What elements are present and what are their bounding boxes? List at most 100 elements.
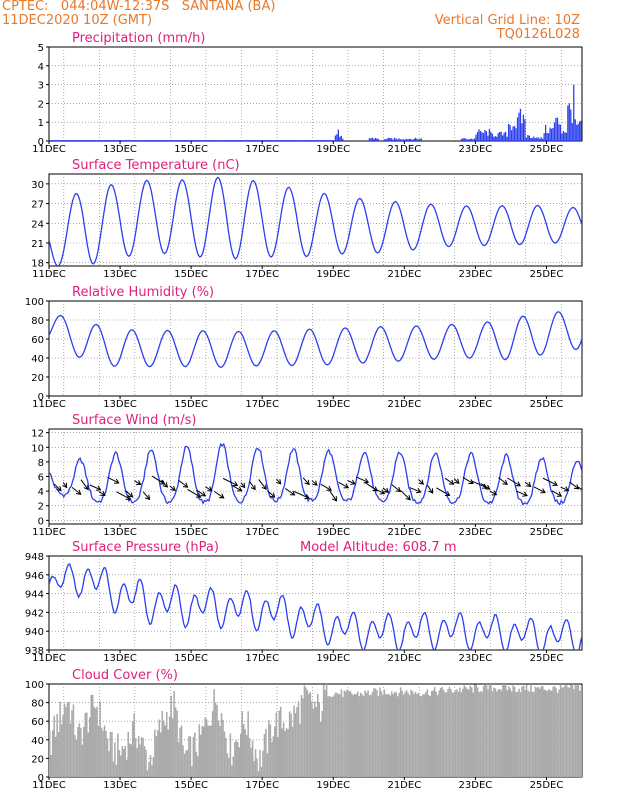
wind-arrow-head [162,482,169,488]
station-location-label: CPTEC: 044:04W-12:37S SANTANA (BA) [2,0,276,14]
precip-bar [465,138,467,141]
wind-direction-arrow [71,486,82,495]
wind-arrow-head [350,479,356,485]
precip-bar [180,140,183,141]
cloud-cover-bar [192,736,195,777]
precip-bar [567,105,569,141]
wind-direction-arrow [187,488,201,498]
cloud-cover-bar [342,697,344,777]
precip-bar [579,121,581,141]
precip-bar [154,140,156,141]
cloud-cover-bar [467,689,470,777]
press-xtick-label: 23DEC [459,653,493,664]
wind-arrow-head [250,484,256,491]
precip-ytick-label: 3 [38,81,44,92]
cloud-cover-bar [377,696,380,777]
wind-arrow-head [304,494,310,500]
rh-ytick-label: 40 [31,354,44,365]
cloud-cover-bar [333,695,335,777]
press-xtick-label: 15DEC [174,653,208,664]
cloud-cover-bar [459,687,461,777]
precip-bar [202,140,205,141]
precip-bar [136,140,138,141]
cloud-cover-bar [413,694,415,777]
precip-bar [165,140,168,141]
cloud-cover-bar [426,689,429,777]
cloud-cover-bar [340,689,343,777]
precip-bar [183,140,186,141]
precip-bar [171,140,174,141]
precip-bar [408,138,411,141]
wind-direction-arrow [391,484,401,492]
cloud-cover-bar [74,734,76,777]
precip-bar [328,140,331,141]
temp-ytick-label: 24 [31,219,44,230]
wind-arrow-head [468,479,474,485]
cloud-cover-bar [407,692,409,777]
cloud-cover-bar [547,689,550,777]
press-xtick-label: 19DEC [316,653,350,664]
precip-xtick-label: 25DEC [530,144,564,155]
wind-direction-arrow [444,477,454,485]
precip-bar [195,140,197,141]
cloud-cover-bar [260,766,263,777]
wind-direction-arrow [436,487,450,496]
cloud-cover-bar [271,741,273,777]
precip-bar [88,140,91,141]
precip-bar [197,140,199,141]
cloud-cover-bar [253,760,255,777]
precip-bar [259,140,261,141]
wind-direction-arrow [524,481,531,487]
cloud-cover-bar [513,687,516,777]
precip-bar [388,137,390,141]
precip-bar [121,140,123,141]
precip-bar [86,140,88,141]
wind-ytick-label: 10 [31,443,44,454]
wind-arrow-head [484,484,491,490]
rh-xtick-label: 13DEC [103,399,137,410]
cloud-cover-bar [402,694,405,777]
cloud-cover-bar [404,692,406,777]
cloud-cover-bar [140,737,143,777]
wind-xtick-label: 19DEC [316,527,350,538]
precip-bar [235,140,237,141]
wind-arrow-head [195,492,202,498]
wind-xtick-label: 11DEC [32,527,66,538]
precip-xtick-label: 13DEC [103,144,137,155]
wind-direction-arrow [116,491,131,500]
temp-xtick-label: 19DEC [316,269,350,280]
precip-bar [410,138,412,141]
cloud-cover-bar [106,738,109,777]
precip-bar [513,125,516,141]
cloud-cover-bar [173,691,175,777]
precip-bar [189,140,191,141]
cloud-cover-bar [475,684,477,777]
precip-bar [549,127,551,141]
precip-bar [516,117,519,141]
wind-xtick-label: 23DEC [459,527,493,538]
cloud-cover-bar [60,724,63,777]
cloud-cover-bar [491,691,494,777]
cloud-cover-bar [299,723,301,777]
precip-bar [128,140,131,141]
cloud-cover-bar [396,696,399,777]
cloud-cover-bar [356,691,359,777]
press-ytick-label: 944 [25,590,44,601]
rh-ytick-label: 80 [31,316,44,327]
precip-bar [467,139,470,141]
cloud-cover-bar [157,730,159,777]
cloud-cover-bar [115,764,118,777]
precip-bar [112,140,114,141]
precip-bar [407,139,409,141]
cloud-cover-bar [456,689,458,777]
cloud-cover-bar [216,704,218,777]
cloud-cover-bar [359,692,362,777]
cloud-cover-bar [430,691,433,777]
rh-panel: 0 20 40 60 80 100 11DEC 13DEC 15DEC 17DEC 19DEC 21D… [25,285,583,410]
precip-bar [124,140,126,141]
cloud-cover-bar [525,684,528,777]
precip-bar [539,138,541,141]
cloud-cover-bar [500,690,503,777]
precip-bar [507,123,510,141]
precip-bar [308,140,310,141]
